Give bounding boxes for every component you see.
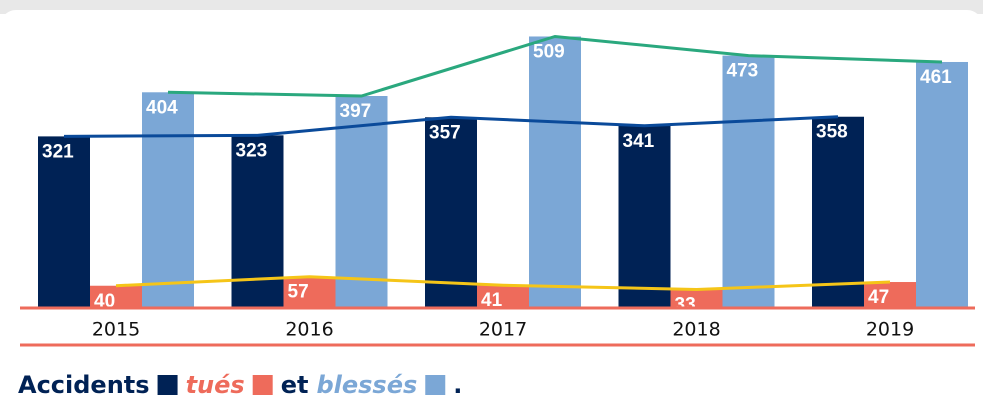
value-label: 397 <box>340 101 372 122</box>
legend-label: tués <box>186 371 245 399</box>
bar <box>529 36 581 308</box>
value-label: 57 <box>288 282 309 303</box>
legend-label: Accidents <box>18 371 150 399</box>
bar <box>722 55 775 308</box>
bar <box>618 125 671 307</box>
x-tick-label: 2015 <box>92 319 140 341</box>
lines <box>63 34 943 291</box>
legend-label: blessés <box>316 371 417 399</box>
x-tick-label: 2016 <box>285 319 333 341</box>
value-label: 461 <box>920 67 952 88</box>
bar <box>670 289 723 307</box>
value-label: 357 <box>429 122 461 143</box>
value-label: 509 <box>533 41 565 62</box>
bar <box>812 116 864 307</box>
bar <box>864 282 916 307</box>
bar <box>38 136 90 307</box>
legend-swatch <box>425 375 446 395</box>
bar <box>142 92 194 307</box>
bar <box>283 276 336 307</box>
value-label: 47 <box>868 287 889 308</box>
x-tick-label: 2018 <box>672 319 720 341</box>
value-label: 404 <box>146 97 178 118</box>
value-label: 358 <box>816 122 848 143</box>
value-label: 323 <box>236 140 268 161</box>
value-label: 41 <box>481 290 503 311</box>
x-tick-label: 2019 <box>866 319 914 341</box>
value-label: 33 <box>675 294 696 315</box>
value-label: 473 <box>727 61 759 82</box>
trend-line <box>63 115 839 138</box>
legend-swatch <box>157 375 178 395</box>
value-label: 321 <box>42 141 74 162</box>
legend-swatch <box>252 375 273 395</box>
bar <box>477 285 529 307</box>
bar <box>335 96 388 307</box>
trend-line <box>115 275 891 291</box>
bar <box>90 285 142 307</box>
value-label: 341 <box>623 131 655 152</box>
legend-label: et <box>281 371 309 399</box>
bar <box>425 117 477 307</box>
x-tick-label: 2017 <box>479 319 527 341</box>
trend-line <box>167 34 943 98</box>
legend-label: . <box>453 371 462 399</box>
bar <box>916 61 968 308</box>
bars <box>38 36 968 308</box>
